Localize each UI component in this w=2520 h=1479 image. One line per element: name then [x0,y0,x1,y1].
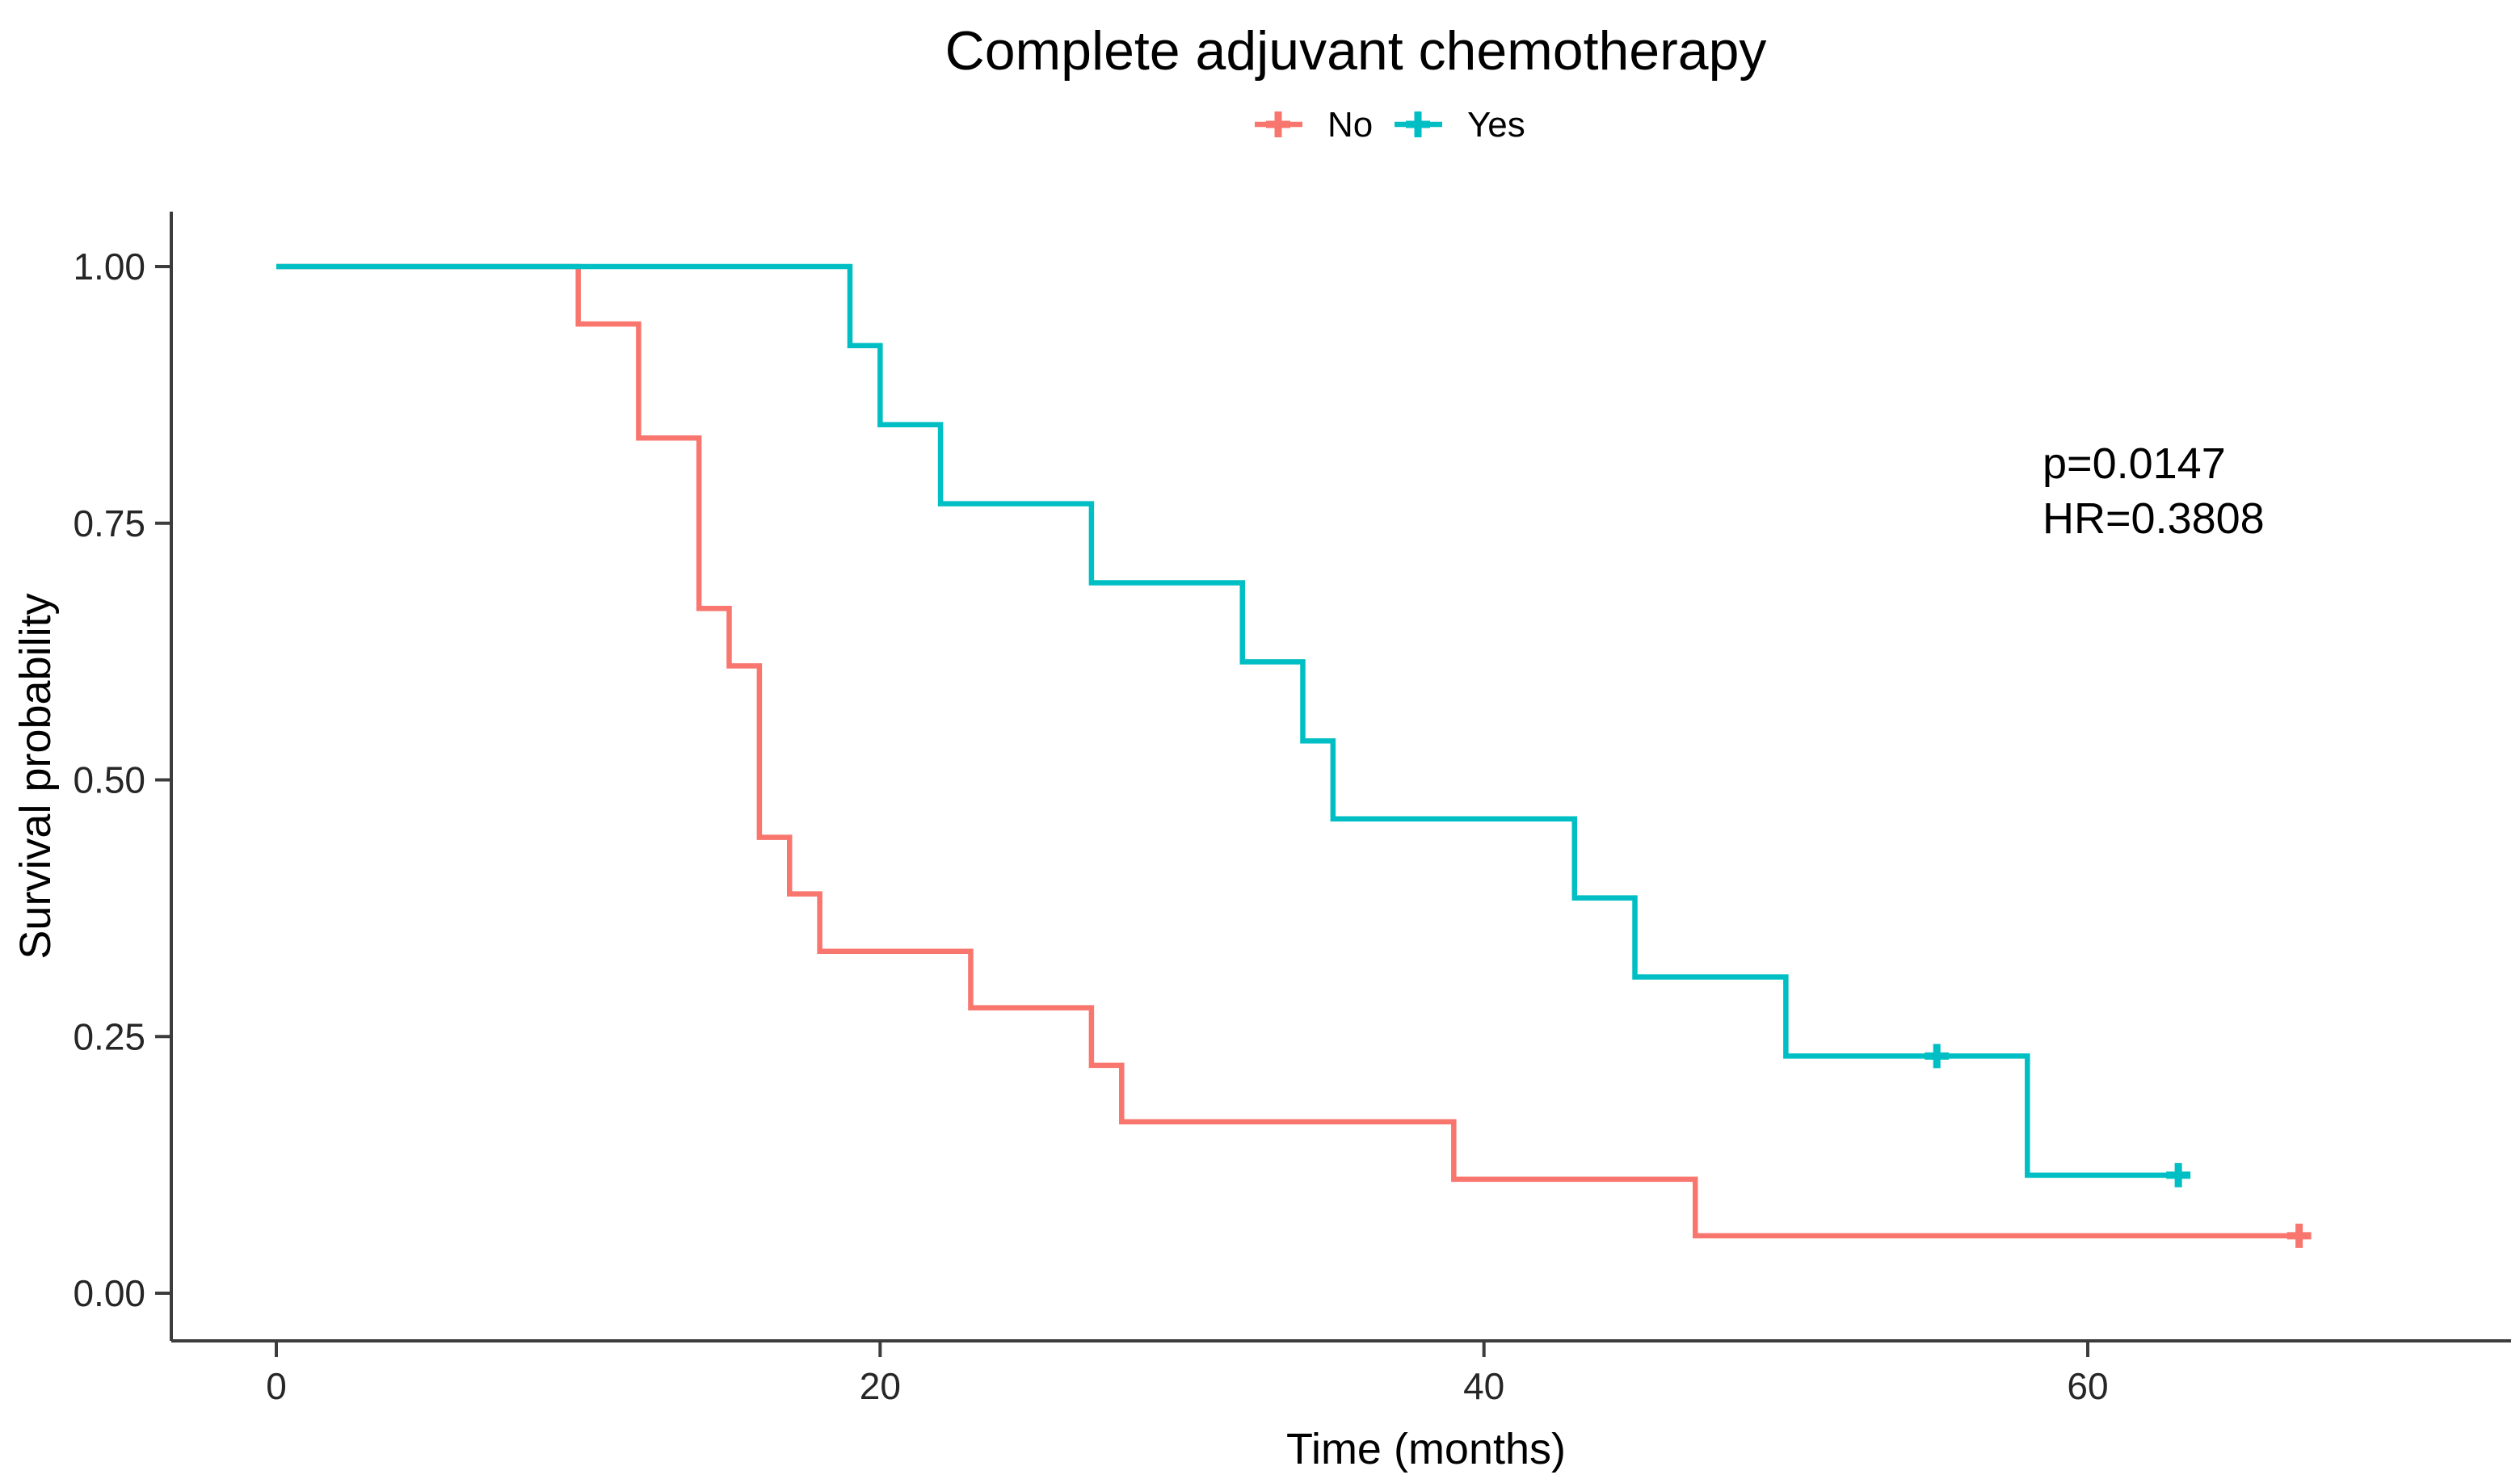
x-axis-label: Time (months) [1286,1425,1566,1473]
series-layer [276,263,2312,1248]
y-tick-label: 0.25 [73,1015,145,1057]
stats-annotation: p=0.0147 HR=0.3808 [2043,439,2265,543]
legend-item-yes [1395,111,1442,137]
y-tick-label: 0.00 [73,1272,145,1314]
annotation-p-value: p=0.0147 [2043,439,2226,488]
x-tick-label: 40 [1463,1365,1504,1407]
km-curve-yes [276,263,2179,1179]
x-tick-label: 60 [2067,1365,2108,1407]
y-axis-label: Survival probability [11,593,60,959]
legend: No Yes [1255,105,1525,145]
legend-label-yes: Yes [1467,105,1525,145]
legend-label-no: No [1327,105,1373,145]
km-curve-no [276,263,2299,1239]
x-tick-label: 0 [266,1365,287,1407]
axes-layer: 0 20 40 60 1.00 0.75 0.50 0.25 0.00 [73,212,2511,1407]
y-tick-label: 1.00 [73,246,145,288]
x-tick-label: 20 [860,1365,901,1407]
y-tick-label: 0.50 [73,759,145,801]
y-tick-label: 0.75 [73,502,145,544]
chart-title: Complete adjuvant chemotherapy [945,20,1767,82]
legend-item-no [1255,111,1302,137]
annotation-hazard-ratio: HR=0.3808 [2043,494,2265,543]
